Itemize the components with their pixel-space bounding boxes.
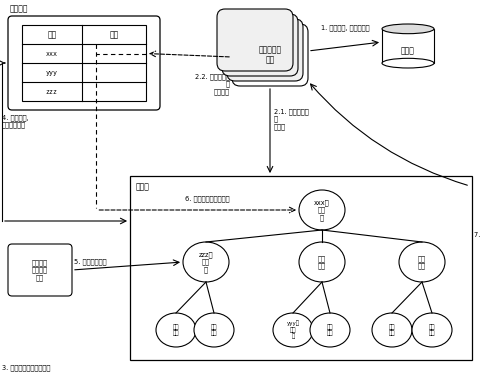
Text: 资源
节点: 资源 节点 <box>429 324 435 336</box>
Text: 资源
节点: 资源 节点 <box>318 255 326 269</box>
Text: zzz: zzz <box>46 89 58 95</box>
Ellipse shape <box>310 313 350 347</box>
Ellipse shape <box>156 313 196 347</box>
Bar <box>382 29 434 63</box>
Ellipse shape <box>382 24 434 34</box>
FancyBboxPatch shape <box>8 16 160 110</box>
FancyBboxPatch shape <box>232 24 308 86</box>
Bar <box>130 176 472 360</box>
Text: 资源
节点: 资源 节点 <box>211 324 217 336</box>
Ellipse shape <box>183 242 229 282</box>
Text: xxx: xxx <box>46 50 58 56</box>
Text: 4. 查询索引,
定位资源节点: 4. 查询索引, 定位资源节点 <box>2 114 28 128</box>
Ellipse shape <box>412 313 452 347</box>
Text: 2.2. 从内存表建
立
资源索引: 2.2. 从内存表建 立 资源索引 <box>195 73 230 95</box>
Text: 内存资源数
据表: 内存资源数 据表 <box>258 45 282 65</box>
Text: 资源
节点: 资源 节点 <box>418 255 426 269</box>
Text: yyy资
源节
点: yyy资 源节 点 <box>287 321 300 339</box>
FancyBboxPatch shape <box>8 244 72 296</box>
Text: 资源
节点: 资源 节点 <box>327 324 333 336</box>
Text: 7. 批量更新内存数据表: 7. 批量更新内存数据表 <box>474 231 480 237</box>
Text: 3. 网络事件触发状态更新: 3. 网络事件触发状态更新 <box>2 364 50 371</box>
Ellipse shape <box>382 58 434 68</box>
Text: 资源树: 资源树 <box>136 182 150 191</box>
Text: 1. 加载数据, 构造内存表: 1. 加载数据, 构造内存表 <box>321 24 369 31</box>
Text: 网络事件
采集触发
更新: 网络事件 采集触发 更新 <box>32 259 48 281</box>
Text: 资源索引: 资源索引 <box>10 4 28 13</box>
Bar <box>22 25 146 101</box>
Text: 2.1. 从内存表建
立
资源树: 2.1. 从内存表建 立 资源树 <box>274 108 309 130</box>
FancyBboxPatch shape <box>227 19 303 81</box>
Text: 5. 更新节点状态: 5. 更新节点状态 <box>74 258 107 265</box>
Ellipse shape <box>299 190 345 230</box>
Text: yyy: yyy <box>46 70 58 76</box>
Text: zzz资
源节
点: zzz资 源节 点 <box>199 251 213 273</box>
Text: 资源
节点: 资源 节点 <box>173 324 179 336</box>
Ellipse shape <box>273 313 313 347</box>
Text: 标识: 标识 <box>47 30 56 39</box>
Ellipse shape <box>399 242 445 282</box>
Ellipse shape <box>194 313 234 347</box>
Text: 6. 级联更新父资源状态: 6. 级联更新父资源状态 <box>185 195 229 202</box>
Ellipse shape <box>299 242 345 282</box>
Text: xxx资
源节
点: xxx资 源节 点 <box>314 199 330 221</box>
FancyBboxPatch shape <box>217 9 293 71</box>
Text: 资源
节点: 资源 节点 <box>389 324 395 336</box>
Ellipse shape <box>372 313 412 347</box>
Text: 数据库: 数据库 <box>401 46 415 55</box>
FancyBboxPatch shape <box>222 14 298 76</box>
Text: 节点: 节点 <box>109 30 119 39</box>
